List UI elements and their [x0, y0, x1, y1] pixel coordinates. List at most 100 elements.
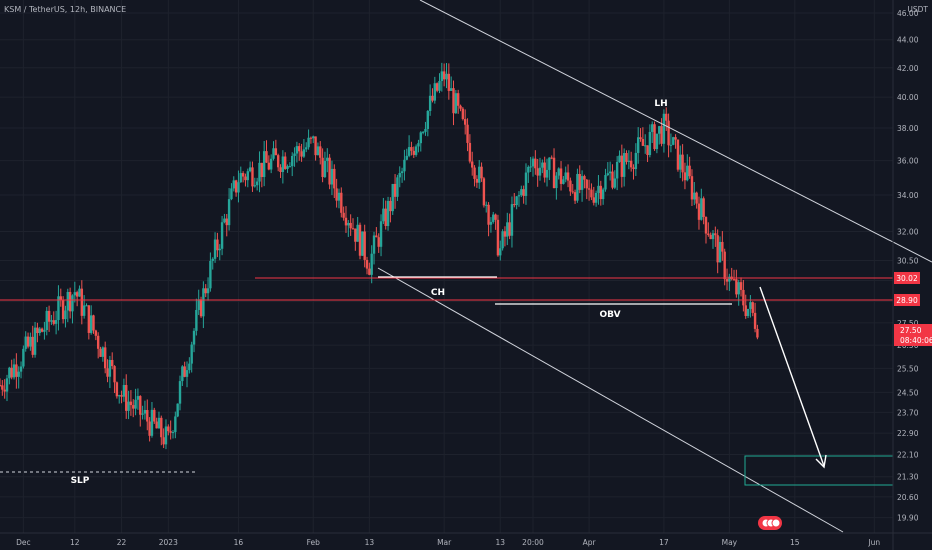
price-tick-label: 40.00 [897, 93, 919, 102]
candle-body [471, 161, 474, 168]
candle-body [756, 328, 759, 338]
candle-body [361, 231, 364, 256]
candle-body [372, 235, 376, 254]
candle-body [683, 172, 687, 181]
candle-body [697, 203, 701, 220]
candle-body [155, 421, 158, 429]
candle-body [40, 328, 44, 332]
candle-body [737, 282, 740, 295]
candle-body [751, 302, 754, 313]
candle-body [302, 149, 306, 157]
candle-body [625, 153, 628, 162]
candle-body [115, 382, 119, 397]
candle-body [75, 292, 79, 297]
price-tick-label: 19.90 [897, 514, 919, 523]
projection-arrow-line[interactable] [759, 286, 825, 467]
candle-body [141, 413, 144, 415]
candle-body [725, 279, 729, 282]
candle-body [241, 173, 245, 177]
candle-body [216, 239, 219, 251]
candle-body [305, 147, 308, 150]
candle-body [248, 167, 252, 172]
candle-body [234, 180, 238, 193]
candle-body [202, 288, 205, 317]
time-tick-label: 13 [495, 538, 505, 547]
candle-body [641, 139, 645, 146]
candle-body [468, 142, 472, 162]
candle-body [237, 182, 240, 193]
candle-body [728, 276, 731, 282]
candle-body [428, 95, 432, 111]
candle-body [478, 166, 481, 183]
slp-label: SLP [71, 476, 90, 486]
candle-body [122, 384, 126, 397]
lower-channel-line[interactable] [377, 267, 844, 533]
candle-body [89, 315, 93, 333]
candle-body [358, 224, 362, 256]
candle-body [618, 155, 621, 162]
candle-body [125, 384, 128, 411]
time-tick-label: Feb [307, 538, 321, 547]
candle-body [169, 431, 172, 433]
candle-body [12, 364, 16, 378]
candle-body [103, 347, 107, 369]
candle-body [0, 385, 2, 387]
candle-body [442, 71, 446, 80]
candle-body [269, 158, 273, 170]
candle-body [601, 189, 605, 200]
candle-body [744, 305, 747, 316]
candle-body [251, 167, 254, 187]
candle-body [583, 176, 586, 180]
candle-body [335, 188, 338, 201]
candle-body [171, 432, 175, 434]
candle-body [669, 144, 673, 146]
candle-body [164, 426, 168, 445]
candle-body [552, 157, 556, 189]
candle-body [622, 153, 626, 177]
candle-body [466, 124, 469, 143]
candle-body [71, 295, 74, 312]
candle-body [585, 179, 588, 189]
candle-body [157, 417, 161, 429]
flag-badge-dot-3 [771, 518, 781, 528]
price-tick-label: 44.00 [897, 36, 919, 45]
candle-body [405, 155, 408, 160]
candle-body [363, 231, 366, 260]
upper-channel-line[interactable] [419, 0, 932, 263]
candle-body [36, 327, 39, 334]
candle-body [489, 221, 493, 225]
time-axis[interactable]: Dec 12 22 2023 16 Feb 13 Mar 13 20:00 Apr 17 May 15 Ju… [0, 532, 932, 547]
candle-body [255, 181, 259, 186]
price-tick-label: 23.70 [897, 408, 919, 417]
candle-body [672, 137, 675, 145]
candle-body [506, 222, 509, 237]
candle-body [351, 228, 355, 230]
candle-body [487, 204, 490, 225]
price-tick-label: 34.00 [897, 191, 919, 200]
candle-body [464, 119, 467, 125]
candle-body [735, 279, 738, 295]
time-tick-label: 2023 [159, 538, 178, 547]
candle-body [597, 185, 600, 193]
candle-body [611, 171, 614, 188]
candle-body [314, 136, 317, 156]
candle-body [52, 320, 55, 324]
candle-body [291, 155, 294, 167]
candle-body [499, 248, 502, 256]
candle-body [627, 160, 631, 162]
candle-body [213, 239, 217, 259]
candle-body [61, 300, 65, 320]
candle-body [389, 200, 392, 212]
candle-body [524, 172, 528, 196]
flag-badge[interactable] [758, 516, 782, 530]
candle-body [431, 95, 434, 101]
candle-body [573, 192, 577, 201]
candle-body [531, 158, 535, 167]
candle-body [485, 204, 488, 206]
candle-body [85, 305, 88, 307]
candle-body [265, 151, 268, 163]
price-tick-label: 22.90 [897, 429, 919, 438]
candle-body [274, 148, 278, 156]
time-tick-label: Dec [16, 538, 31, 547]
